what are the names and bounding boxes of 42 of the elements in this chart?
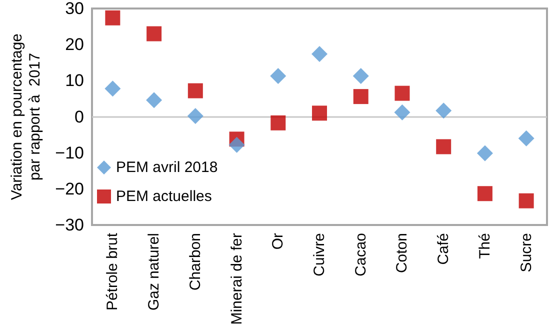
x-tick-label: Sucre (518, 233, 535, 272)
point (436, 102, 452, 119)
point (270, 68, 286, 84)
y-tick-label: 0 (74, 107, 84, 126)
point (188, 83, 203, 98)
x-tick-label: Thé (476, 233, 494, 259)
y-tick-label: 10 (65, 71, 84, 90)
point (270, 115, 286, 130)
point (394, 86, 410, 101)
point (518, 193, 534, 208)
point (394, 104, 410, 120)
x-tick-label: Cuivre (311, 233, 328, 276)
y-tick-label: −10 (55, 143, 84, 162)
point (476, 145, 493, 162)
x-tick-label: Pétrole brut (104, 232, 122, 311)
point (105, 10, 120, 26)
y-axis-title: Variation en pourcentage par rapport à 2017 (8, 33, 44, 200)
point (146, 26, 162, 42)
x-tick-label: Café (435, 233, 452, 265)
point (353, 89, 368, 104)
point (352, 68, 369, 84)
x-tick-label: Minerai de fer (228, 233, 246, 325)
point (146, 92, 162, 108)
point (312, 106, 327, 121)
y-tick-label: −20 (55, 179, 84, 198)
point (518, 130, 534, 146)
y-tick-label: 20 (65, 35, 84, 54)
point (477, 186, 492, 202)
x-tick-label: Gaz naturel (146, 233, 163, 311)
legend-label: PEM actuelles (116, 188, 212, 205)
point (104, 80, 121, 97)
point (228, 136, 245, 153)
x-tick-label: Coton (394, 233, 411, 274)
point (436, 139, 452, 154)
point (312, 46, 328, 62)
x-tick-label: Or (270, 233, 287, 250)
x-tick-label: Cacao (352, 233, 370, 276)
point (187, 108, 204, 124)
y-tick-label: 30 (65, 0, 84, 18)
legend-label: PEM avril 2018 (116, 159, 218, 176)
x-tick-label: Charbon (186, 233, 204, 291)
y-tick-label: −30 (55, 216, 84, 234)
